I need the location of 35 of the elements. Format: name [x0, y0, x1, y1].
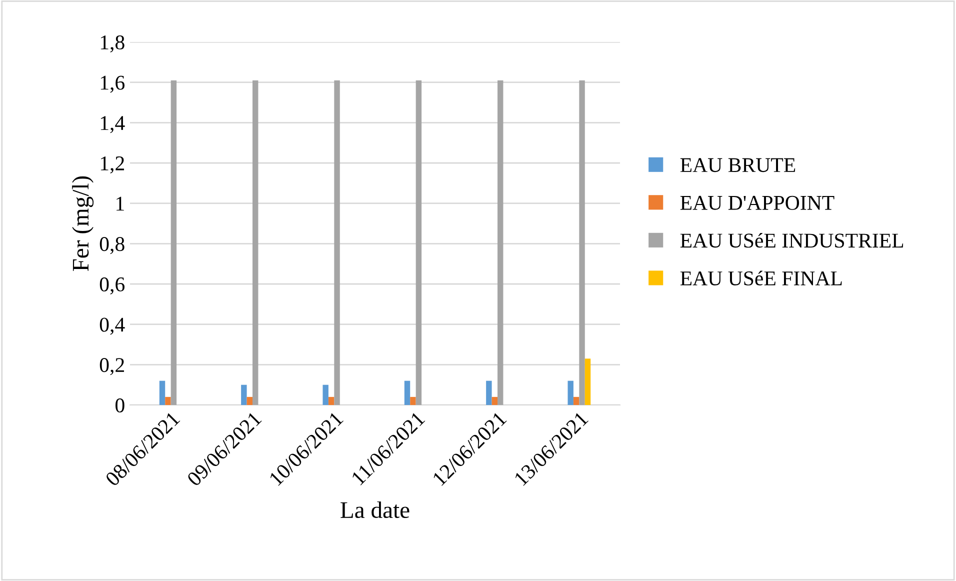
y-tick-label: 0: [116, 398, 124, 412]
y-tick-label: 1: [116, 196, 124, 211]
bar: [165, 396, 171, 405]
y-axis-title: Fer (mg/l): [72, 176, 94, 272]
bar: [498, 80, 504, 405]
bar: [410, 396, 416, 405]
y-tick-label: 1,8: [100, 35, 124, 52]
bar: [246, 396, 252, 405]
bar: [492, 396, 498, 405]
y-tick-label: 1,4: [100, 116, 125, 134]
bar: [322, 384, 328, 405]
bar: [584, 358, 591, 405]
bar: [404, 380, 410, 405]
bar: [579, 80, 585, 405]
bar: [252, 80, 258, 405]
legend-label: EAU USéE FINAL: [680, 270, 842, 286]
y-tick-label: 0,4: [100, 318, 125, 335]
y-tick-label: 0,2: [100, 358, 124, 376]
y-tick-label: 1,2: [100, 156, 124, 174]
legend-label: EAU D'APPOINT: [680, 196, 834, 210]
legend-label: EAU BRUTE: [680, 158, 796, 172]
bar: [334, 80, 340, 405]
bar: [568, 380, 574, 405]
bar: [170, 80, 177, 405]
legend-label: EAU USéE INDUSTRIEL: [680, 232, 904, 248]
y-tick-label: 1,6: [100, 76, 125, 93]
bar: [573, 396, 580, 405]
bar: [241, 384, 247, 405]
y-tick-label: 0,8: [100, 237, 124, 254]
bar: [416, 80, 422, 405]
bar: [159, 380, 166, 405]
x-axis-title: La date: [340, 501, 410, 518]
bar: [328, 396, 334, 405]
y-tick-label: 0,6: [100, 277, 125, 294]
bar: [486, 380, 492, 405]
